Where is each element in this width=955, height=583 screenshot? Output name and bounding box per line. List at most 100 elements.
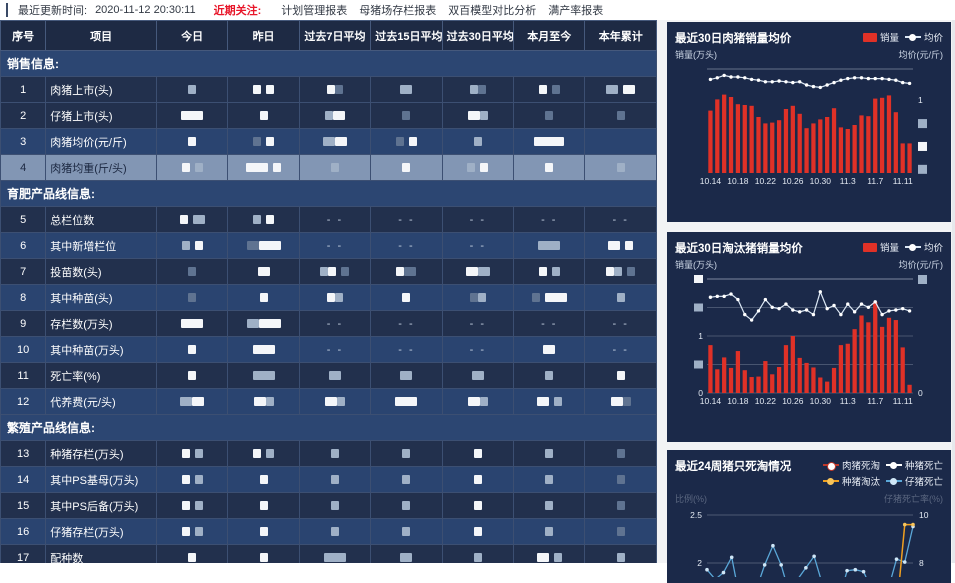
cell-avg-7d[interactable] xyxy=(298,76,372,103)
col-header-today[interactable]: 今日 xyxy=(155,20,229,51)
cell-avg-30d[interactable]: - - xyxy=(441,206,515,233)
table-row-selected[interactable]: 4 肉猪均重(斤/头) xyxy=(0,154,657,181)
cell-avg-7d[interactable] xyxy=(298,518,372,545)
cell-avg-30d[interactable] xyxy=(441,362,515,389)
cell-mtd[interactable] xyxy=(513,362,586,389)
cell-avg-7d[interactable]: - - xyxy=(298,310,372,337)
cell-avg-30d[interactable] xyxy=(441,154,515,181)
cell-avg-7d[interactable] xyxy=(298,388,372,415)
cell-today[interactable] xyxy=(155,232,229,259)
cell-ytd[interactable] xyxy=(584,544,657,563)
cell-today[interactable] xyxy=(155,440,229,467)
cell-yesterday[interactable] xyxy=(227,284,300,311)
cell-avg-15d[interactable]: - - xyxy=(370,310,443,337)
cell-avg-7d[interactable] xyxy=(298,258,372,285)
legend-item-piglet-death[interactable]: 仔猪死亡 xyxy=(885,474,943,488)
cell-avg-7d[interactable]: - - xyxy=(298,232,372,259)
cell-ytd[interactable] xyxy=(584,102,657,129)
cell-mtd[interactable] xyxy=(513,336,586,363)
cell-mtd[interactable] xyxy=(513,388,586,415)
table-row[interactable]: 7 投苗数(头) xyxy=(0,258,657,285)
cell-mtd[interactable]: - - xyxy=(513,310,586,337)
cell-ytd[interactable]: - - xyxy=(584,310,657,337)
cell-yesterday[interactable] xyxy=(227,310,300,337)
cell-yesterday[interactable] xyxy=(227,544,300,563)
cell-ytd[interactable] xyxy=(584,440,657,467)
table-row[interactable]: 16 仔猪存栏(万头) xyxy=(0,518,657,545)
cell-today[interactable] xyxy=(155,336,229,363)
table-row[interactable]: 12 代养费(元/头) xyxy=(0,388,657,415)
cell-avg-15d[interactable] xyxy=(370,466,443,493)
cell-avg-7d[interactable] xyxy=(298,492,372,519)
cell-ytd[interactable] xyxy=(584,362,657,389)
table-row[interactable]: 3 肉猪均价(元/斤) xyxy=(0,128,657,155)
cell-today[interactable] xyxy=(155,466,229,493)
chart1-plot[interactable]: 10.14 10.18 10.22 10.26 10.30 11.3 11.7 11.11 1 xyxy=(675,63,943,191)
legend-item-boar-cull[interactable]: 种猪淘汰 xyxy=(822,474,880,488)
cell-avg-15d[interactable] xyxy=(370,388,443,415)
col-header-mtd[interactable]: 本月至今 xyxy=(513,20,586,51)
cell-avg-30d[interactable] xyxy=(441,466,515,493)
cell-yesterday[interactable] xyxy=(227,388,300,415)
cell-ytd[interactable] xyxy=(584,518,657,545)
table-row[interactable]: 15 其中PS后备(万头) xyxy=(0,492,657,519)
cell-avg-30d[interactable] xyxy=(441,518,515,545)
quick-link-double-hundred-model[interactable]: 双百模型对比分析 xyxy=(448,5,537,17)
cell-yesterday[interactable] xyxy=(227,336,300,363)
cell-today[interactable] xyxy=(155,206,229,233)
cell-avg-30d[interactable] xyxy=(441,76,515,103)
cell-ytd[interactable] xyxy=(584,76,657,103)
table-row[interactable]: 9 存栏数(万头) - - - - - - - - - - xyxy=(0,310,657,337)
cell-mtd[interactable] xyxy=(513,102,586,129)
cell-ytd[interactable] xyxy=(584,388,657,415)
cell-mtd[interactable] xyxy=(513,284,586,311)
cell-avg-7d[interactable] xyxy=(298,154,372,181)
cell-yesterday[interactable] xyxy=(227,154,300,181)
cell-today[interactable] xyxy=(155,518,229,545)
col-header-avg-15d[interactable]: 过去15日平均 xyxy=(370,20,443,51)
cell-avg-7d[interactable] xyxy=(298,362,372,389)
table-row[interactable]: 11 死亡率(%) xyxy=(0,362,657,389)
cell-avg-15d[interactable] xyxy=(370,492,443,519)
quick-link-plan-report[interactable]: 计划管理报表 xyxy=(281,5,348,17)
cell-avg-15d[interactable]: - - xyxy=(370,336,443,363)
cell-mtd[interactable] xyxy=(513,544,586,563)
cell-avg-30d[interactable]: - - xyxy=(441,232,515,259)
page-scrollbar[interactable] xyxy=(952,20,955,563)
cell-mtd[interactable] xyxy=(513,128,586,155)
cell-avg-15d[interactable] xyxy=(370,258,443,285)
cell-ytd[interactable] xyxy=(584,154,657,181)
cell-mtd[interactable] xyxy=(513,518,586,545)
cell-mtd[interactable] xyxy=(513,76,586,103)
cell-today[interactable] xyxy=(155,258,229,285)
col-header-item[interactable]: 项目 xyxy=(45,20,157,51)
cell-today[interactable] xyxy=(155,154,229,181)
cell-avg-15d[interactable] xyxy=(370,440,443,467)
cell-yesterday[interactable] xyxy=(227,440,300,467)
cell-today[interactable] xyxy=(155,76,229,103)
col-header-avg-7d[interactable]: 过去7日平均 xyxy=(298,20,372,51)
col-header-index[interactable]: 序号 xyxy=(0,20,47,51)
cell-yesterday[interactable] xyxy=(227,362,300,389)
cell-avg-30d[interactable] xyxy=(441,284,515,311)
cell-avg-15d[interactable]: - - xyxy=(370,206,443,233)
metrics-table-panel[interactable]: 序号 项目 今日 昨日 过去7日平均 过去15日平均 过去30日平均 本月至今 … xyxy=(0,20,660,563)
table-row[interactable]: 6 其中新增栏位 - - - - - - xyxy=(0,232,657,259)
cell-today[interactable] xyxy=(155,128,229,155)
cell-avg-30d[interactable]: - - xyxy=(441,336,515,363)
cell-yesterday[interactable] xyxy=(227,76,300,103)
table-row[interactable]: 2 仔猪上市(头) xyxy=(0,102,657,129)
cell-ytd[interactable]: - - xyxy=(584,336,657,363)
cell-ytd[interactable] xyxy=(584,466,657,493)
cell-yesterday[interactable] xyxy=(227,232,300,259)
legend-item-avgprice[interactable]: 均价 xyxy=(904,30,943,44)
cell-today[interactable] xyxy=(155,544,229,563)
cell-avg-7d[interactable] xyxy=(298,466,372,493)
cell-mtd[interactable] xyxy=(513,440,586,467)
cell-yesterday[interactable] xyxy=(227,492,300,519)
cell-avg-30d[interactable] xyxy=(441,128,515,155)
cell-avg-7d[interactable] xyxy=(298,284,372,311)
cell-avg-15d[interactable] xyxy=(370,518,443,545)
cell-avg-30d[interactable] xyxy=(441,492,515,519)
cell-today[interactable] xyxy=(155,102,229,129)
